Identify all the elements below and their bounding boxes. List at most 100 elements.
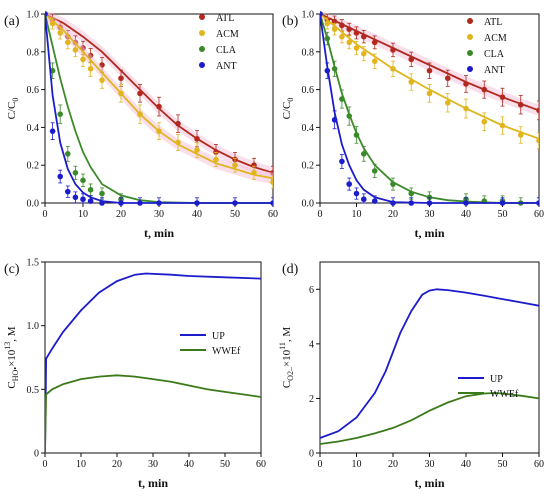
data-point xyxy=(536,107,539,114)
legend-marker xyxy=(467,50,473,56)
x-axis-label: t, min xyxy=(144,226,174,240)
legend-marker xyxy=(467,66,473,72)
confidence-band xyxy=(45,10,273,179)
data-point xyxy=(49,20,56,27)
data-point xyxy=(426,194,433,201)
data-point xyxy=(390,66,396,72)
data-point xyxy=(320,11,323,17)
data-point xyxy=(57,111,63,117)
data-point xyxy=(426,90,433,97)
y-axis-label: CO2–×1011, M xyxy=(278,327,295,389)
panel-label: (b) xyxy=(282,14,299,29)
data-point xyxy=(137,200,143,206)
y-label-main: C/C xyxy=(6,102,18,120)
data-point xyxy=(390,181,396,187)
data-point xyxy=(118,90,124,97)
y-tick-label: 0.6 xyxy=(27,85,40,96)
y-label-mid: ×10 xyxy=(6,349,18,367)
y-tick-label: 0.6 xyxy=(302,85,315,96)
y-tick-label: 1.0 xyxy=(27,10,40,21)
data-point xyxy=(57,173,63,180)
data-point xyxy=(213,156,219,163)
data-point xyxy=(156,200,162,206)
data-point xyxy=(444,75,451,82)
x-tick-label: 30 xyxy=(154,209,164,220)
y-label-sub: 0 xyxy=(286,98,295,102)
panel-label: (d) xyxy=(282,262,299,277)
data-point xyxy=(331,117,338,123)
legend-label: CLA xyxy=(216,45,237,56)
x-axis-label: t, min xyxy=(415,476,445,490)
data-point xyxy=(353,190,360,197)
series-line xyxy=(320,392,539,445)
legend-label: UP xyxy=(212,331,225,342)
y-tick-label: 0.4 xyxy=(27,123,40,134)
legend-label: ACM xyxy=(484,33,507,44)
y-tick-label: 0.2 xyxy=(27,161,40,172)
x-tick-label: 60 xyxy=(534,209,544,220)
plot-area xyxy=(45,10,273,206)
data-point xyxy=(213,149,219,155)
data-point xyxy=(87,198,94,204)
data-point xyxy=(99,190,105,197)
data-point xyxy=(80,177,86,184)
y-tick-label: 0.4 xyxy=(302,123,315,134)
x-tick-label: 30 xyxy=(425,209,435,220)
x-tick-label: 20 xyxy=(112,459,122,470)
data-point xyxy=(339,158,345,165)
data-point xyxy=(65,151,71,157)
x-tick-label: 10 xyxy=(78,209,88,220)
data-point xyxy=(324,35,331,42)
data-point xyxy=(346,26,353,32)
data-point xyxy=(232,200,238,206)
series-line xyxy=(45,272,261,454)
y-label-main: C xyxy=(6,381,18,388)
y-tick-label: 0.0 xyxy=(302,199,315,210)
data-point xyxy=(408,200,415,206)
data-point xyxy=(408,56,415,63)
data-point xyxy=(137,90,143,97)
data-point xyxy=(45,11,48,17)
panel-label: (a) xyxy=(4,14,20,29)
x-tick-label: 50 xyxy=(230,209,240,220)
data-point xyxy=(361,50,367,57)
data-point xyxy=(346,113,353,119)
data-point xyxy=(80,56,86,63)
legend-marker xyxy=(199,14,205,20)
series-line xyxy=(320,13,539,204)
data-point xyxy=(324,67,331,74)
data-point xyxy=(499,94,506,100)
legend-marker xyxy=(199,46,205,52)
legend-label: UP xyxy=(490,374,503,385)
data-point xyxy=(339,33,345,40)
y-tick-label: 0.2 xyxy=(302,161,315,172)
data-point xyxy=(194,135,200,142)
chart-panel-c: (c) 0 10 20 30 40 50 60 0 0.5 1.0 1.5 t, min CHO•×101… xyxy=(3,258,266,491)
data-point xyxy=(371,168,378,174)
data-point xyxy=(339,22,345,29)
data-point xyxy=(371,39,378,46)
legend-marker xyxy=(199,62,205,68)
data-point xyxy=(426,67,433,74)
data-point xyxy=(346,181,353,187)
y-label-main: C/C xyxy=(281,102,293,120)
data-point xyxy=(156,128,162,134)
data-point xyxy=(499,200,506,206)
x-tick-label: 20 xyxy=(116,209,126,220)
data-point xyxy=(156,103,162,110)
legend-label: WWEf xyxy=(490,389,519,400)
data-point xyxy=(361,196,367,203)
data-point xyxy=(463,81,469,87)
data-point xyxy=(426,200,433,206)
data-point xyxy=(99,200,105,206)
x-tick-label: 10 xyxy=(352,459,362,470)
y-label-sup: 11 xyxy=(278,342,287,350)
data-point xyxy=(463,200,469,206)
series-line xyxy=(45,374,261,454)
x-tick-label: 0 xyxy=(43,209,48,220)
y-tick-label: 2 xyxy=(309,394,314,405)
legend-label: ACM xyxy=(216,29,239,40)
data-point xyxy=(194,147,200,153)
data-point xyxy=(371,198,378,204)
x-tick-label: 0 xyxy=(318,209,323,220)
